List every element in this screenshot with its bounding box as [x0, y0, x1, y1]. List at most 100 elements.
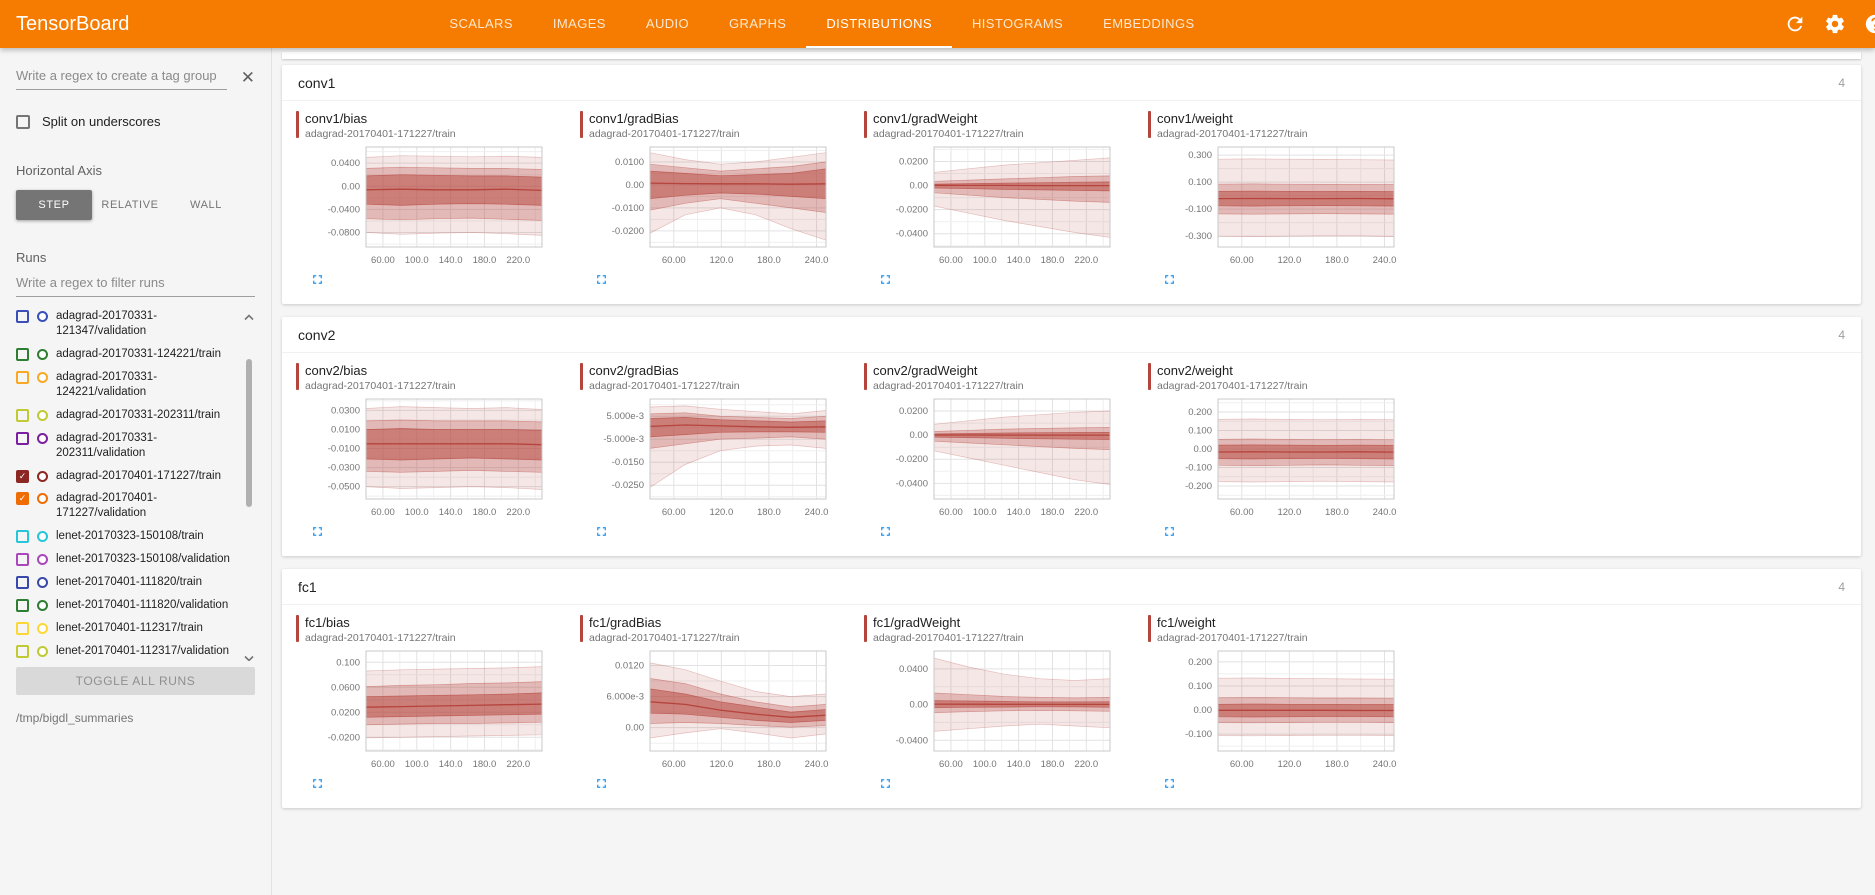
run-list-item[interactable]: lenet-20170323-150108/train: [16, 525, 237, 548]
expand-icon[interactable]: [878, 272, 893, 287]
runs-filter-input[interactable]: [16, 271, 255, 297]
run-list-item[interactable]: ✓ adagrad-20170401-171227/validation: [16, 487, 237, 525]
refresh-icon[interactable]: [1784, 13, 1806, 35]
nav-tab-histograms[interactable]: HISTOGRAMS: [971, 15, 1064, 31]
tag-count-badge: 4: [1838, 579, 1845, 594]
expand-icon[interactable]: [1162, 272, 1177, 287]
svg-text:100.0: 100.0: [405, 255, 429, 266]
settings-icon[interactable]: [1824, 13, 1846, 35]
run-list-item[interactable]: adagrad-20170331-124221/train: [16, 343, 237, 366]
expand-icon[interactable]: [878, 776, 893, 791]
distribution-chart-conv1-bias: conv1/bias adagrad-20170401-171227/train…: [290, 111, 574, 302]
tag-group-header[interactable]: conv1 4: [282, 65, 1861, 101]
run-checkbox[interactable]: [16, 431, 29, 445]
run-list-item[interactable]: adagrad-20170331-202311/validation: [16, 427, 237, 465]
expand-icon[interactable]: [878, 524, 893, 539]
distribution-plot[interactable]: 0.0200 0.00 -0.0200 -0.0400 60.00 100.0 140.0 1…: [876, 394, 1142, 522]
svg-text:120.0: 120.0: [709, 759, 733, 770]
chart-actions: [580, 774, 858, 806]
split-underscores-checkbox[interactable]: Split on underscores: [16, 114, 255, 129]
run-checkbox[interactable]: [16, 347, 29, 361]
chart-actions: [1148, 522, 1426, 554]
run-checkbox[interactable]: [16, 576, 29, 590]
svg-text:240.0: 240.0: [805, 507, 829, 518]
expand-icon[interactable]: [310, 272, 325, 287]
run-checkbox[interactable]: ✓: [16, 469, 29, 483]
nav-tab-graphs[interactable]: GRAPHS: [729, 15, 787, 31]
svg-text:-0.0150: -0.0150: [612, 457, 644, 468]
run-list-item[interactable]: lenet-20170401-111820/train: [16, 571, 237, 594]
run-label: adagrad-20170331-202311/validation: [56, 431, 158, 459]
chart-header: conv2/bias adagrad-20170401-171227/train: [296, 363, 574, 392]
run-checkbox[interactable]: [16, 645, 29, 658]
run-checkbox[interactable]: ✓: [16, 492, 29, 506]
help-icon[interactable]: [1864, 13, 1875, 35]
run-list-item[interactable]: adagrad-20170331-121347/validation: [16, 305, 237, 343]
distribution-plot[interactable]: 0.100 0.0600 0.0200 -0.0200 60.00 100.0 140.0 1…: [308, 646, 574, 774]
svg-text:-0.0400: -0.0400: [328, 204, 360, 215]
distribution-plot[interactable]: 0.300 0.100 -0.100 -0.300 60.00 120.0 180.0 240…: [1160, 142, 1426, 270]
expand-icon[interactable]: [594, 524, 609, 539]
toggle-all-runs-button[interactable]: TOGGLE ALL RUNS: [16, 667, 255, 695]
distribution-plot[interactable]: 0.200 0.100 0.00 -0.100 -0.200 60.00 120.0 180.…: [1160, 394, 1426, 522]
distribution-plot[interactable]: 0.0300 0.0100 -0.0100 -0.0300 -0.0500 60.00 10…: [308, 394, 574, 522]
run-list-item[interactable]: lenet-20170401-111820/validation: [16, 594, 237, 617]
run-color-bar: [864, 111, 867, 138]
run-list-item[interactable]: adagrad-20170331-124221/validation: [16, 366, 237, 404]
nav-tab-distributions[interactable]: DISTRIBUTIONS: [806, 0, 952, 48]
svg-text:100.0: 100.0: [973, 255, 997, 266]
run-color-circle: [37, 493, 48, 505]
run-checkbox[interactable]: [16, 370, 29, 384]
axis-button-step[interactable]: STEP: [16, 190, 92, 220]
run-list-item[interactable]: lenet-20170401-112317/validation: [16, 640, 237, 661]
nav-tab-audio[interactable]: AUDIO: [645, 15, 690, 31]
svg-text:140.0: 140.0: [1007, 759, 1031, 770]
nav-tab-images[interactable]: IMAGES: [552, 15, 606, 31]
chart-title: fc1/bias: [305, 615, 350, 630]
axis-button-relative[interactable]: RELATIVE: [92, 190, 168, 220]
chart-actions: [296, 270, 574, 302]
expand-icon[interactable]: [594, 272, 609, 287]
distribution-plot[interactable]: 0.0120 6.000e-3 0.00 60.00 120.0 180.0 240.0: [592, 646, 858, 774]
checkbox-icon[interactable]: [16, 114, 30, 129]
axis-button-wall[interactable]: WALL: [168, 190, 244, 220]
expand-icon[interactable]: [1162, 524, 1177, 539]
close-icon[interactable]: ✕: [240, 67, 255, 87]
runs-scrollbar-thumb[interactable]: [246, 359, 252, 507]
distribution-plot[interactable]: 0.200 0.100 0.00 -0.100 60.00 120.0 180.0 240.0: [1160, 646, 1426, 774]
tag-group-header[interactable]: fc1 4: [282, 569, 1861, 605]
scroll-up-icon[interactable]: [243, 308, 255, 321]
run-checkbox[interactable]: [16, 622, 29, 636]
svg-text:0.0120: 0.0120: [615, 661, 644, 672]
svg-text:240.0: 240.0: [805, 759, 829, 770]
run-checkbox[interactable]: [16, 599, 29, 613]
nav-tab-embeddings[interactable]: EMBEDDINGS: [1103, 15, 1195, 31]
run-list-item[interactable]: lenet-20170323-150108/validation: [16, 548, 237, 571]
tag-group-header[interactable]: conv2 4: [282, 317, 1861, 353]
expand-icon[interactable]: [310, 524, 325, 539]
run-checkbox[interactable]: [16, 530, 29, 544]
run-checkbox[interactable]: [16, 553, 29, 567]
scroll-down-icon[interactable]: [243, 650, 255, 661]
distribution-plot[interactable]: 0.0400 0.00 -0.0400 60.00 100.0 140.0 180.0 220…: [876, 646, 1142, 774]
run-color-bar: [580, 615, 583, 642]
nav-tab-scalars[interactable]: SCALARS: [449, 15, 513, 31]
distribution-chart-fc1-gradWeight: fc1/gradWeight adagrad-20170401-171227/t…: [858, 615, 1142, 806]
distribution-plot[interactable]: 5.000e-3 -5.000e-3 -0.0150 -0.0250 60.00 120.…: [592, 394, 858, 522]
run-checkbox[interactable]: [16, 408, 29, 422]
expand-icon[interactable]: [310, 776, 325, 791]
run-checkbox[interactable]: [16, 310, 29, 323]
svg-text:220.0: 220.0: [506, 507, 530, 518]
svg-text:0.00: 0.00: [910, 430, 929, 441]
expand-icon[interactable]: [1162, 776, 1177, 791]
distribution-plot[interactable]: 0.0100 0.00 -0.0100 -0.0200 60.00 120.0 180.0 2…: [592, 142, 858, 270]
distribution-plot[interactable]: 0.0200 0.00 -0.0200 -0.0400 60.00 100.0 140.0 1…: [876, 142, 1142, 270]
expand-icon[interactable]: [594, 776, 609, 791]
distribution-plot[interactable]: 0.0400 0.00 -0.0400 -0.0800 60.00 100.0 140.0 1…: [308, 142, 574, 270]
chart-actions: [296, 774, 574, 806]
run-list-item[interactable]: lenet-20170401-112317/train: [16, 617, 237, 640]
tag-regex-input[interactable]: [16, 64, 227, 90]
run-list-item[interactable]: adagrad-20170331-202311/train: [16, 404, 237, 427]
run-list-item[interactable]: ✓ adagrad-20170401-171227/train: [16, 465, 237, 488]
svg-text:-0.200: -0.200: [1185, 481, 1212, 492]
